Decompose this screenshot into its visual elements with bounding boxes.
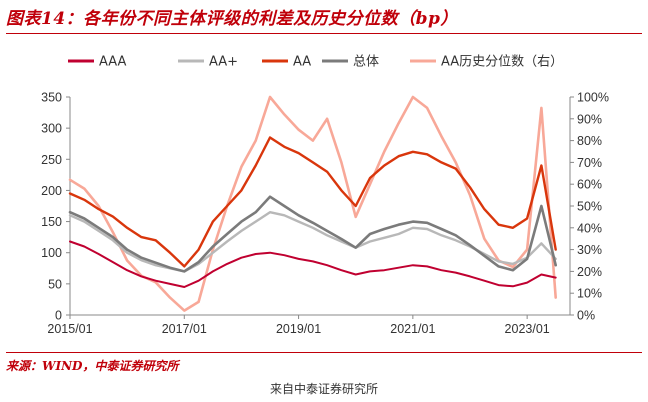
right-tick-label: 50% [577,200,602,214]
left-tick-label: 350 [41,91,62,105]
right-tick-label: 10% [577,287,602,301]
chart-title: 图表14：各年份不同主体评级的利差及历史分位数（bp） [6,9,458,29]
right-tick-label: 80% [577,134,602,148]
right-tick-label: 60% [577,178,602,192]
series-line-4 [68,95,558,312]
legend-label: AA [293,55,311,70]
legend-label: AAA [99,55,127,70]
right-tick-label: 70% [577,156,602,170]
plot-area [68,95,558,312]
left-tick-label: 50 [48,277,62,291]
right-tick-label: 0% [577,309,595,323]
x-tick-label: 2019/01 [276,322,321,336]
left-tick-label: 100 [41,246,62,260]
series-line-2 [68,136,557,268]
x-tick-label: 2015/01 [47,322,92,336]
right-tick-label: 30% [577,243,602,257]
series-line-0 [69,240,557,288]
x-tick-label: 2021/01 [390,322,435,336]
legend-label: AA历史分位数（右） [441,55,563,70]
right-tick-label: 100% [577,91,609,105]
source-divider [6,352,642,353]
watermark-caption: 来自中泰证券研究所 [269,382,378,396]
x-tick-label: 2023/01 [505,322,550,336]
left-tick-label: 250 [41,153,62,167]
right-tick-label: 40% [577,221,602,235]
left-tick-label: 300 [41,122,62,136]
legend-label: 总体 [353,55,379,70]
legend-label: AA+ [209,55,238,70]
legend: AAA AA+ AA 总体 AA历史分位数（右） [68,55,563,70]
series-line-3 [68,195,558,273]
x-tick-label: 2017/01 [162,322,207,336]
title-divider [6,33,642,34]
left-tick-label: 200 [41,184,62,198]
right-tick-label: 90% [577,112,602,126]
left-tick-label: 150 [41,215,62,229]
axes: 0 50 100 150 200 250 300 350 0% 10% 20% 30% 40% 50% 60… [41,91,609,337]
right-tick-label: 20% [577,265,602,279]
left-tick-label: 0 [55,309,62,323]
series-line-1 [68,210,557,273]
source-note: 来源：WIND，中泰证券研究所 [6,359,179,373]
